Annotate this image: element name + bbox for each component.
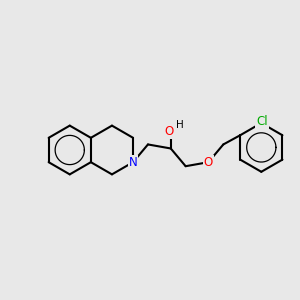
- Text: H: H: [176, 120, 184, 130]
- Text: O: O: [204, 156, 213, 169]
- Text: Cl: Cl: [256, 115, 268, 128]
- Text: N: N: [129, 156, 137, 169]
- Text: O: O: [165, 124, 174, 138]
